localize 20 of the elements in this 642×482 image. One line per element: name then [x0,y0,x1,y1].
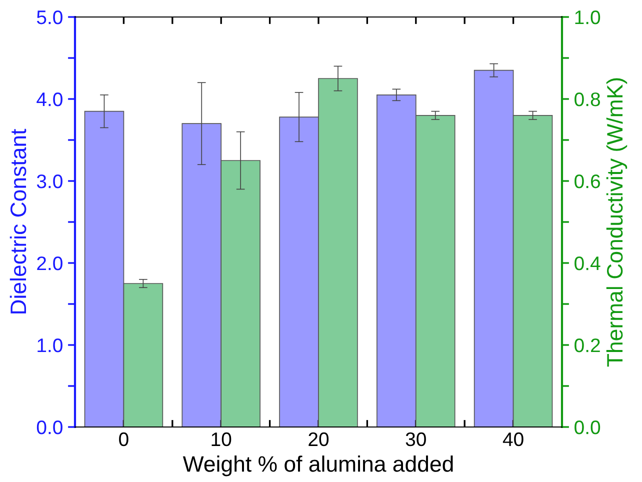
y2-tick-label: 0.4 [574,256,600,270]
y-axis-title: Dielectric Constant [10,128,26,314]
y-tick-label: 1.0 [38,338,62,352]
y2-tick-label: 1.0 [575,10,600,24]
x-tick-label: 0 [119,432,128,446]
y-tick-label: 3.0 [36,174,62,188]
x-axis-title: Weight % of alumina added [182,456,453,476]
y2-tick-label: 0.2 [574,338,600,352]
y-tick-label: 5.0 [36,10,62,24]
y2-axis-title: Thermal Conductivity (W/mK) [606,78,628,367]
y2-tick-label: 0.6 [574,174,600,188]
y2-tick-label: 0.0 [574,420,600,434]
x-tick-label: 40 [502,432,524,446]
x-tick-label: 10 [212,432,232,446]
y2-tick-label: 0.8 [574,92,600,106]
y-tick-label: 2.0 [37,256,62,270]
y-tick-label: 0.0 [36,420,62,434]
x-tick-label: 30 [406,432,426,446]
x-tick-label: 20 [308,432,329,446]
y-tick-label: 4.0 [36,92,62,106]
